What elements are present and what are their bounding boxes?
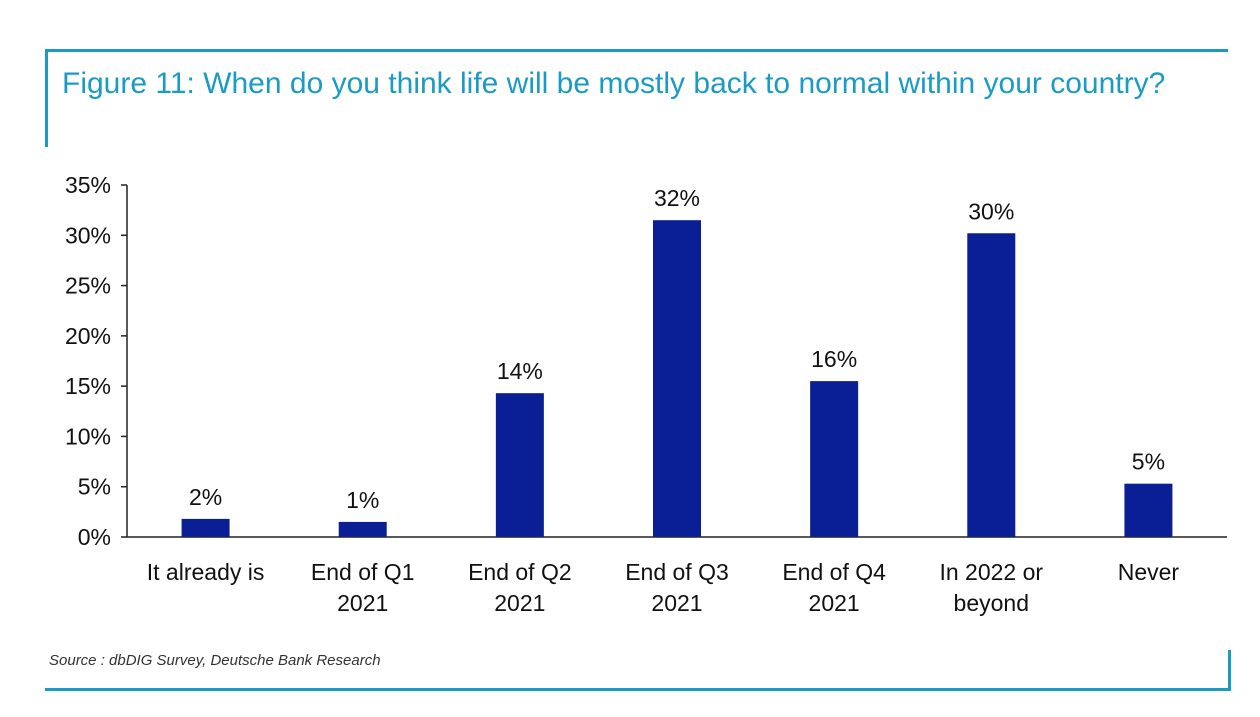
y-tick-label: 35% [65, 172, 111, 198]
data-label: 1% [346, 487, 379, 513]
x-category-label: beyond [954, 590, 1029, 616]
x-category-label: 2021 [809, 590, 860, 616]
x-category-label: It already is [147, 559, 265, 585]
frame-top-rule [45, 49, 1228, 52]
data-label: 14% [497, 358, 543, 384]
y-tick-label: 10% [65, 423, 111, 449]
y-tick-label: 15% [65, 373, 111, 399]
y-tick-label: 5% [78, 474, 111, 500]
source-note: Source : dbDIG Survey, Deutsche Bank Res… [49, 652, 381, 669]
x-category-label: End of Q1 [311, 559, 415, 585]
data-label: 5% [1132, 449, 1165, 475]
x-category-label: End of Q2 [468, 559, 572, 585]
bar [810, 381, 859, 537]
x-category-label: 2021 [651, 590, 702, 616]
x-category-label: End of Q3 [625, 559, 729, 585]
y-tick-label: 25% [65, 273, 111, 299]
bar [338, 521, 387, 537]
y-tick-label: 20% [65, 323, 111, 349]
bar [181, 518, 230, 537]
y-tick-label: 30% [65, 222, 111, 248]
bar [495, 393, 544, 537]
bar [1124, 483, 1173, 537]
data-label: 16% [811, 346, 857, 372]
bar [967, 233, 1016, 537]
figure-title: Figure 11: When do you think life will b… [62, 67, 1166, 100]
x-category-label: In 2022 or [939, 559, 1043, 585]
data-label: 2% [189, 484, 222, 510]
x-category-label: End of Q4 [782, 559, 886, 585]
y-tick-label: 0% [78, 524, 111, 550]
data-label: 30% [968, 198, 1014, 224]
x-category-label: 2021 [337, 590, 388, 616]
x-category-label: Never [1118, 559, 1180, 585]
bar [653, 220, 701, 537]
frame-bottom-rule [45, 688, 1231, 691]
frame-left-rule [45, 49, 48, 147]
frame-right-rule [1228, 650, 1231, 691]
data-label: 32% [654, 185, 700, 211]
x-category-label: 2021 [494, 590, 545, 616]
